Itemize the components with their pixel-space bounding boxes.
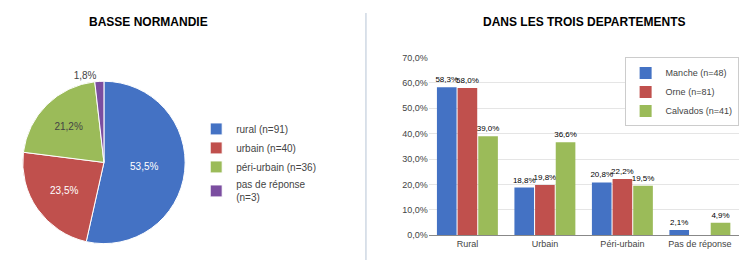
svg-text:Calvados (n=41): Calvados (n=41) xyxy=(666,106,732,116)
svg-text:23,5%: 23,5% xyxy=(50,185,78,196)
svg-text:Orne (n=81): Orne (n=81) xyxy=(666,87,715,97)
svg-text:Urbain: Urbain xyxy=(532,239,559,249)
svg-text:70,0%: 70,0% xyxy=(402,53,428,63)
svg-text:30,0%: 30,0% xyxy=(402,154,428,164)
svg-text:pas de réponse(n=3): pas de réponse(n=3) xyxy=(236,179,305,203)
svg-text:36,6%: 36,6% xyxy=(554,130,577,139)
svg-text:19,5%: 19,5% xyxy=(632,174,655,183)
svg-text:50,0%: 50,0% xyxy=(402,103,428,113)
svg-text:Péri-urbain: Péri-urbain xyxy=(600,239,644,249)
svg-text:Pas de réponse: Pas de réponse xyxy=(668,239,731,249)
svg-text:4,9%: 4,9% xyxy=(711,211,729,220)
svg-text:39,0%: 39,0% xyxy=(477,124,500,133)
svg-text:21,2%: 21,2% xyxy=(54,121,82,132)
svg-text:20,8%: 20,8% xyxy=(590,170,613,179)
svg-text:2,1%: 2,1% xyxy=(670,218,688,227)
svg-text:BASSE NORMANDIE: BASSE NORMANDIE xyxy=(89,15,208,29)
svg-text:péri-urbain (n=36): péri-urbain (n=36) xyxy=(236,162,316,173)
svg-text:1,8%: 1,8% xyxy=(74,70,97,81)
svg-text:19,8%: 19,8% xyxy=(534,173,557,182)
svg-text:58,3%: 58,3% xyxy=(435,75,458,84)
svg-text:0,0%: 0,0% xyxy=(407,230,428,240)
svg-text:18,8%: 18,8% xyxy=(513,176,536,185)
svg-text:20,0%: 20,0% xyxy=(402,180,428,190)
svg-text:Rural: Rural xyxy=(457,239,479,249)
svg-text:10,0%: 10,0% xyxy=(402,205,428,215)
svg-text:40,0%: 40,0% xyxy=(402,129,428,139)
svg-text:rural (n=91): rural (n=91) xyxy=(236,124,288,135)
svg-text:Manche (n=48): Manche (n=48) xyxy=(666,68,727,78)
svg-text:53,5%: 53,5% xyxy=(130,161,158,172)
svg-text:58,0%: 58,0% xyxy=(456,76,479,85)
svg-text:60,0%: 60,0% xyxy=(402,78,428,88)
svg-text:DANS LES TROIS DEPARTEMENTS: DANS LES TROIS DEPARTEMENTS xyxy=(483,15,685,29)
svg-text:urbain (n=40): urbain (n=40) xyxy=(236,143,296,154)
svg-text:22,2%: 22,2% xyxy=(611,167,634,176)
